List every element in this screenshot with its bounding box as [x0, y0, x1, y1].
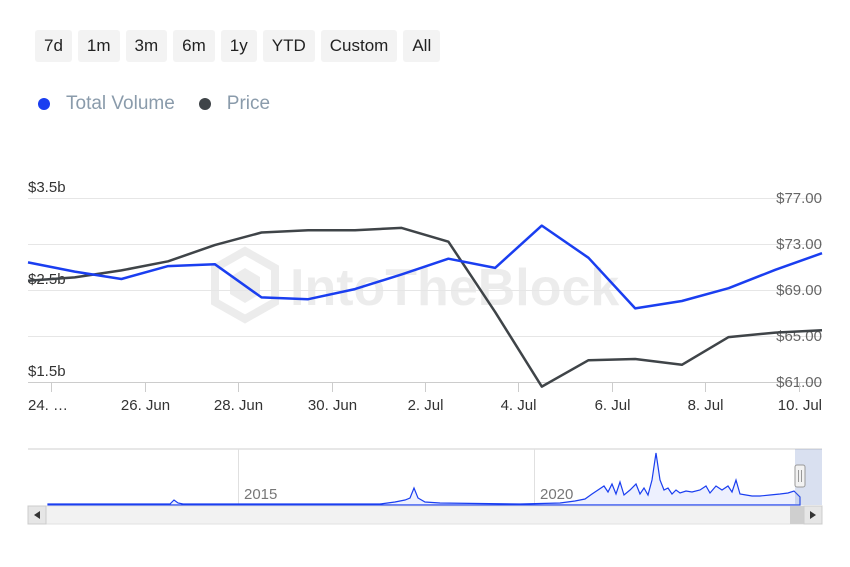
- y-left-tick-label-2: $3.5b: [28, 179, 66, 196]
- watermark: IntoTheBlock: [211, 246, 619, 324]
- range-button-custom[interactable]: Custom: [320, 30, 398, 62]
- legend-dot-volume: [38, 98, 50, 110]
- legend-label-volume: Total Volume: [66, 93, 175, 114]
- legend-item-total-volume[interactable]: Total Volume: [38, 93, 175, 115]
- x-tick-label-6: 6. Jul: [595, 397, 631, 414]
- x-tick-label-3: 30. Jun: [308, 397, 357, 414]
- grid: [28, 198, 822, 383]
- y-right-tick-label-4: $77.00: [776, 190, 822, 207]
- x-axis: 24. … 26. Jun 28. Jun 30. Jun 2. Jul 4. Jul 6.…: [28, 382, 822, 414]
- range-button-ytd[interactable]: YTD: [262, 30, 315, 62]
- x-tick-label-4: 2. Jul: [408, 397, 444, 414]
- navigator-year-label-2020: 2020: [540, 486, 573, 503]
- scrollbar-right-arrow-icon: [810, 511, 816, 519]
- scrollbar[interactable]: [27, 505, 823, 525]
- x-tick-label-1: 26. Jun: [121, 397, 170, 414]
- scrollbar-thumb[interactable]: [790, 506, 804, 524]
- x-tick-label-2: 28. Jun: [214, 397, 263, 414]
- navigator-volume-line: [47, 452, 801, 506]
- navigator: 2015 2020: [28, 448, 822, 506]
- x-tick-label-8: 10. Jul: [778, 397, 822, 414]
- legend-item-price[interactable]: Price: [198, 93, 271, 115]
- total-volume-series-line: [27, 224, 823, 310]
- range-button-7d[interactable]: 7d: [35, 30, 72, 62]
- price-series-line: [27, 226, 823, 388]
- series-group: [27, 224, 823, 388]
- y-right-tick-label-2: $69.00: [776, 282, 822, 299]
- y-axis-right: $61.00$65.00$69.00$73.00$77.00: [776, 190, 822, 391]
- y-left-tick-label-0: $1.5b: [28, 363, 66, 380]
- range-button-6m[interactable]: 6m: [173, 30, 215, 62]
- x-tick-label-7: 8. Jul: [688, 397, 724, 414]
- legend-dot-price: [198, 98, 211, 110]
- range-button-1y[interactable]: 1y: [220, 30, 257, 62]
- x-tick-label-5: 4. Jul: [501, 397, 537, 414]
- range-button-3m[interactable]: 3m: [125, 30, 168, 62]
- x-tick-label-0: 24. …: [28, 397, 68, 414]
- legend-label-price: Price: [226, 93, 271, 114]
- y-right-tick-label-3: $73.00: [776, 236, 822, 253]
- navigator-handle[interactable]: [794, 464, 806, 488]
- watermark-text: IntoTheBlock: [290, 259, 619, 317]
- navigator-year-label-2015: 2015: [244, 486, 277, 503]
- range-button-1m[interactable]: 1m: [77, 30, 120, 62]
- range-button-all[interactable]: All: [403, 30, 441, 62]
- scrollbar-left-arrow-icon: [34, 511, 40, 519]
- scrollbar-track[interactable]: [27, 505, 823, 525]
- range-selector: 7d 1m 3m 6m 1y YTD Custom All: [35, 30, 441, 62]
- chart-legend: Total Volume Price: [38, 93, 294, 115]
